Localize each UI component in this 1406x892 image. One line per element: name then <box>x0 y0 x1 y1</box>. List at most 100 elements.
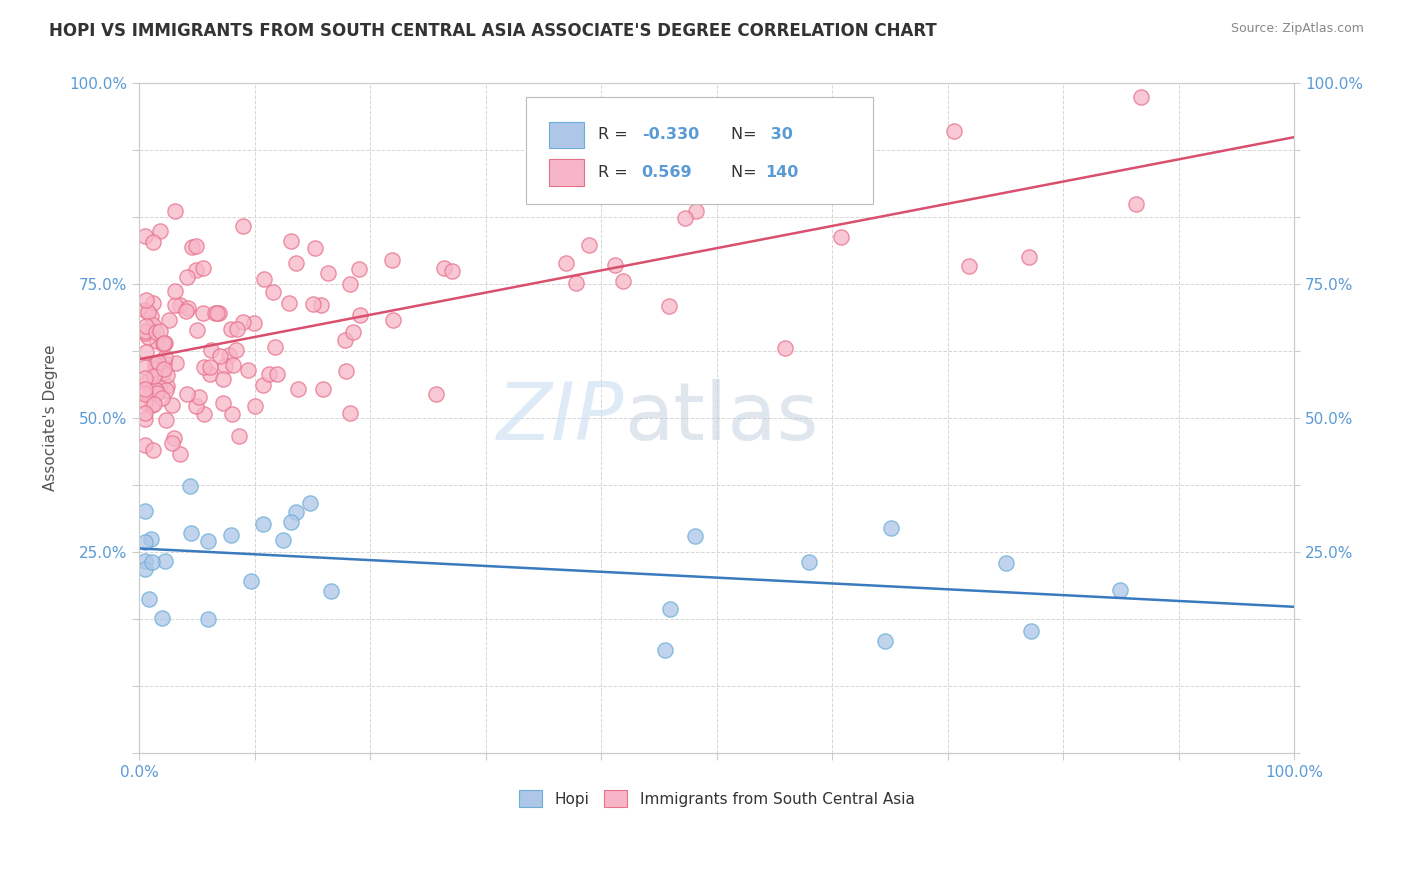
Point <box>284 504 307 518</box>
Point <box>142 235 165 250</box>
Point <box>143 368 166 383</box>
Point <box>253 271 276 285</box>
Point <box>214 359 236 373</box>
Point <box>204 305 226 319</box>
Point <box>773 341 796 355</box>
Point <box>198 368 221 382</box>
Point <box>799 555 821 569</box>
Text: 30: 30 <box>765 128 793 143</box>
Point <box>347 262 370 277</box>
Point <box>228 429 250 443</box>
Y-axis label: Associate's Degree: Associate's Degree <box>44 345 58 491</box>
Point <box>134 386 156 401</box>
Point <box>139 310 162 324</box>
Point <box>257 367 280 381</box>
Point <box>208 306 231 320</box>
Point <box>169 447 191 461</box>
Point <box>873 633 896 648</box>
Point <box>304 240 326 254</box>
Point <box>262 285 284 299</box>
Point <box>145 384 167 398</box>
Point <box>441 264 464 278</box>
Point <box>285 256 308 270</box>
Point <box>152 366 174 380</box>
Text: 0.569: 0.569 <box>641 165 692 180</box>
Point <box>134 360 156 375</box>
Point <box>152 337 174 351</box>
Point <box>186 323 208 337</box>
Point <box>221 407 243 421</box>
Point <box>335 364 357 378</box>
Point <box>135 375 157 389</box>
Point <box>146 385 169 400</box>
Point <box>339 277 361 291</box>
Point <box>252 378 274 392</box>
Point <box>278 295 301 310</box>
Point <box>197 534 219 549</box>
Point <box>219 528 242 542</box>
Point <box>156 379 179 393</box>
Point <box>165 356 187 370</box>
Point <box>211 372 233 386</box>
Point <box>333 333 356 347</box>
FancyBboxPatch shape <box>550 121 583 148</box>
Point <box>180 526 202 541</box>
Point <box>243 317 266 331</box>
Point <box>142 318 165 332</box>
Text: Source: ZipAtlas.com: Source: ZipAtlas.com <box>1230 22 1364 36</box>
Point <box>316 266 339 280</box>
Point <box>271 533 294 547</box>
Point <box>134 411 156 425</box>
Point <box>252 516 274 531</box>
Point <box>207 305 229 319</box>
Point <box>134 406 156 420</box>
Point <box>245 399 267 413</box>
Point <box>236 363 259 377</box>
Point <box>142 369 165 384</box>
Point <box>208 350 231 364</box>
Point <box>155 335 177 350</box>
Point <box>181 240 204 254</box>
Point <box>135 318 157 333</box>
Point <box>136 330 159 344</box>
Point <box>145 326 167 340</box>
Point <box>148 380 170 394</box>
Point <box>193 359 215 374</box>
Point <box>146 334 169 349</box>
Point <box>153 356 176 370</box>
Point <box>382 312 405 326</box>
Point <box>311 297 333 311</box>
Point <box>176 386 198 401</box>
Text: N=: N= <box>731 165 762 180</box>
Point <box>1129 90 1152 104</box>
Point <box>155 554 177 568</box>
Point <box>312 382 335 396</box>
Point <box>683 528 706 542</box>
Point <box>578 238 600 252</box>
Point <box>134 384 156 399</box>
Point <box>957 259 980 273</box>
Point <box>174 304 197 318</box>
FancyBboxPatch shape <box>526 97 873 204</box>
Point <box>141 556 163 570</box>
Point <box>176 270 198 285</box>
Point <box>165 204 187 219</box>
Point <box>612 274 634 288</box>
Point <box>135 345 157 359</box>
Point <box>673 211 696 226</box>
Point <box>146 355 169 369</box>
Point <box>134 535 156 549</box>
Point <box>225 343 247 358</box>
Text: atlas: atlas <box>624 379 818 457</box>
Point <box>1019 624 1042 638</box>
Point <box>239 574 262 588</box>
Text: HOPI VS IMMIGRANTS FROM SOUTH CENTRAL ASIA ASSOCIATE'S DEGREE CORRELATION CHART: HOPI VS IMMIGRANTS FROM SOUTH CENTRAL AS… <box>49 22 936 40</box>
Point <box>605 258 627 272</box>
Point <box>157 313 180 327</box>
Point <box>150 391 173 405</box>
Point <box>156 368 179 383</box>
Point <box>184 238 207 252</box>
Point <box>134 562 156 576</box>
Point <box>280 234 302 248</box>
Point <box>143 361 166 376</box>
